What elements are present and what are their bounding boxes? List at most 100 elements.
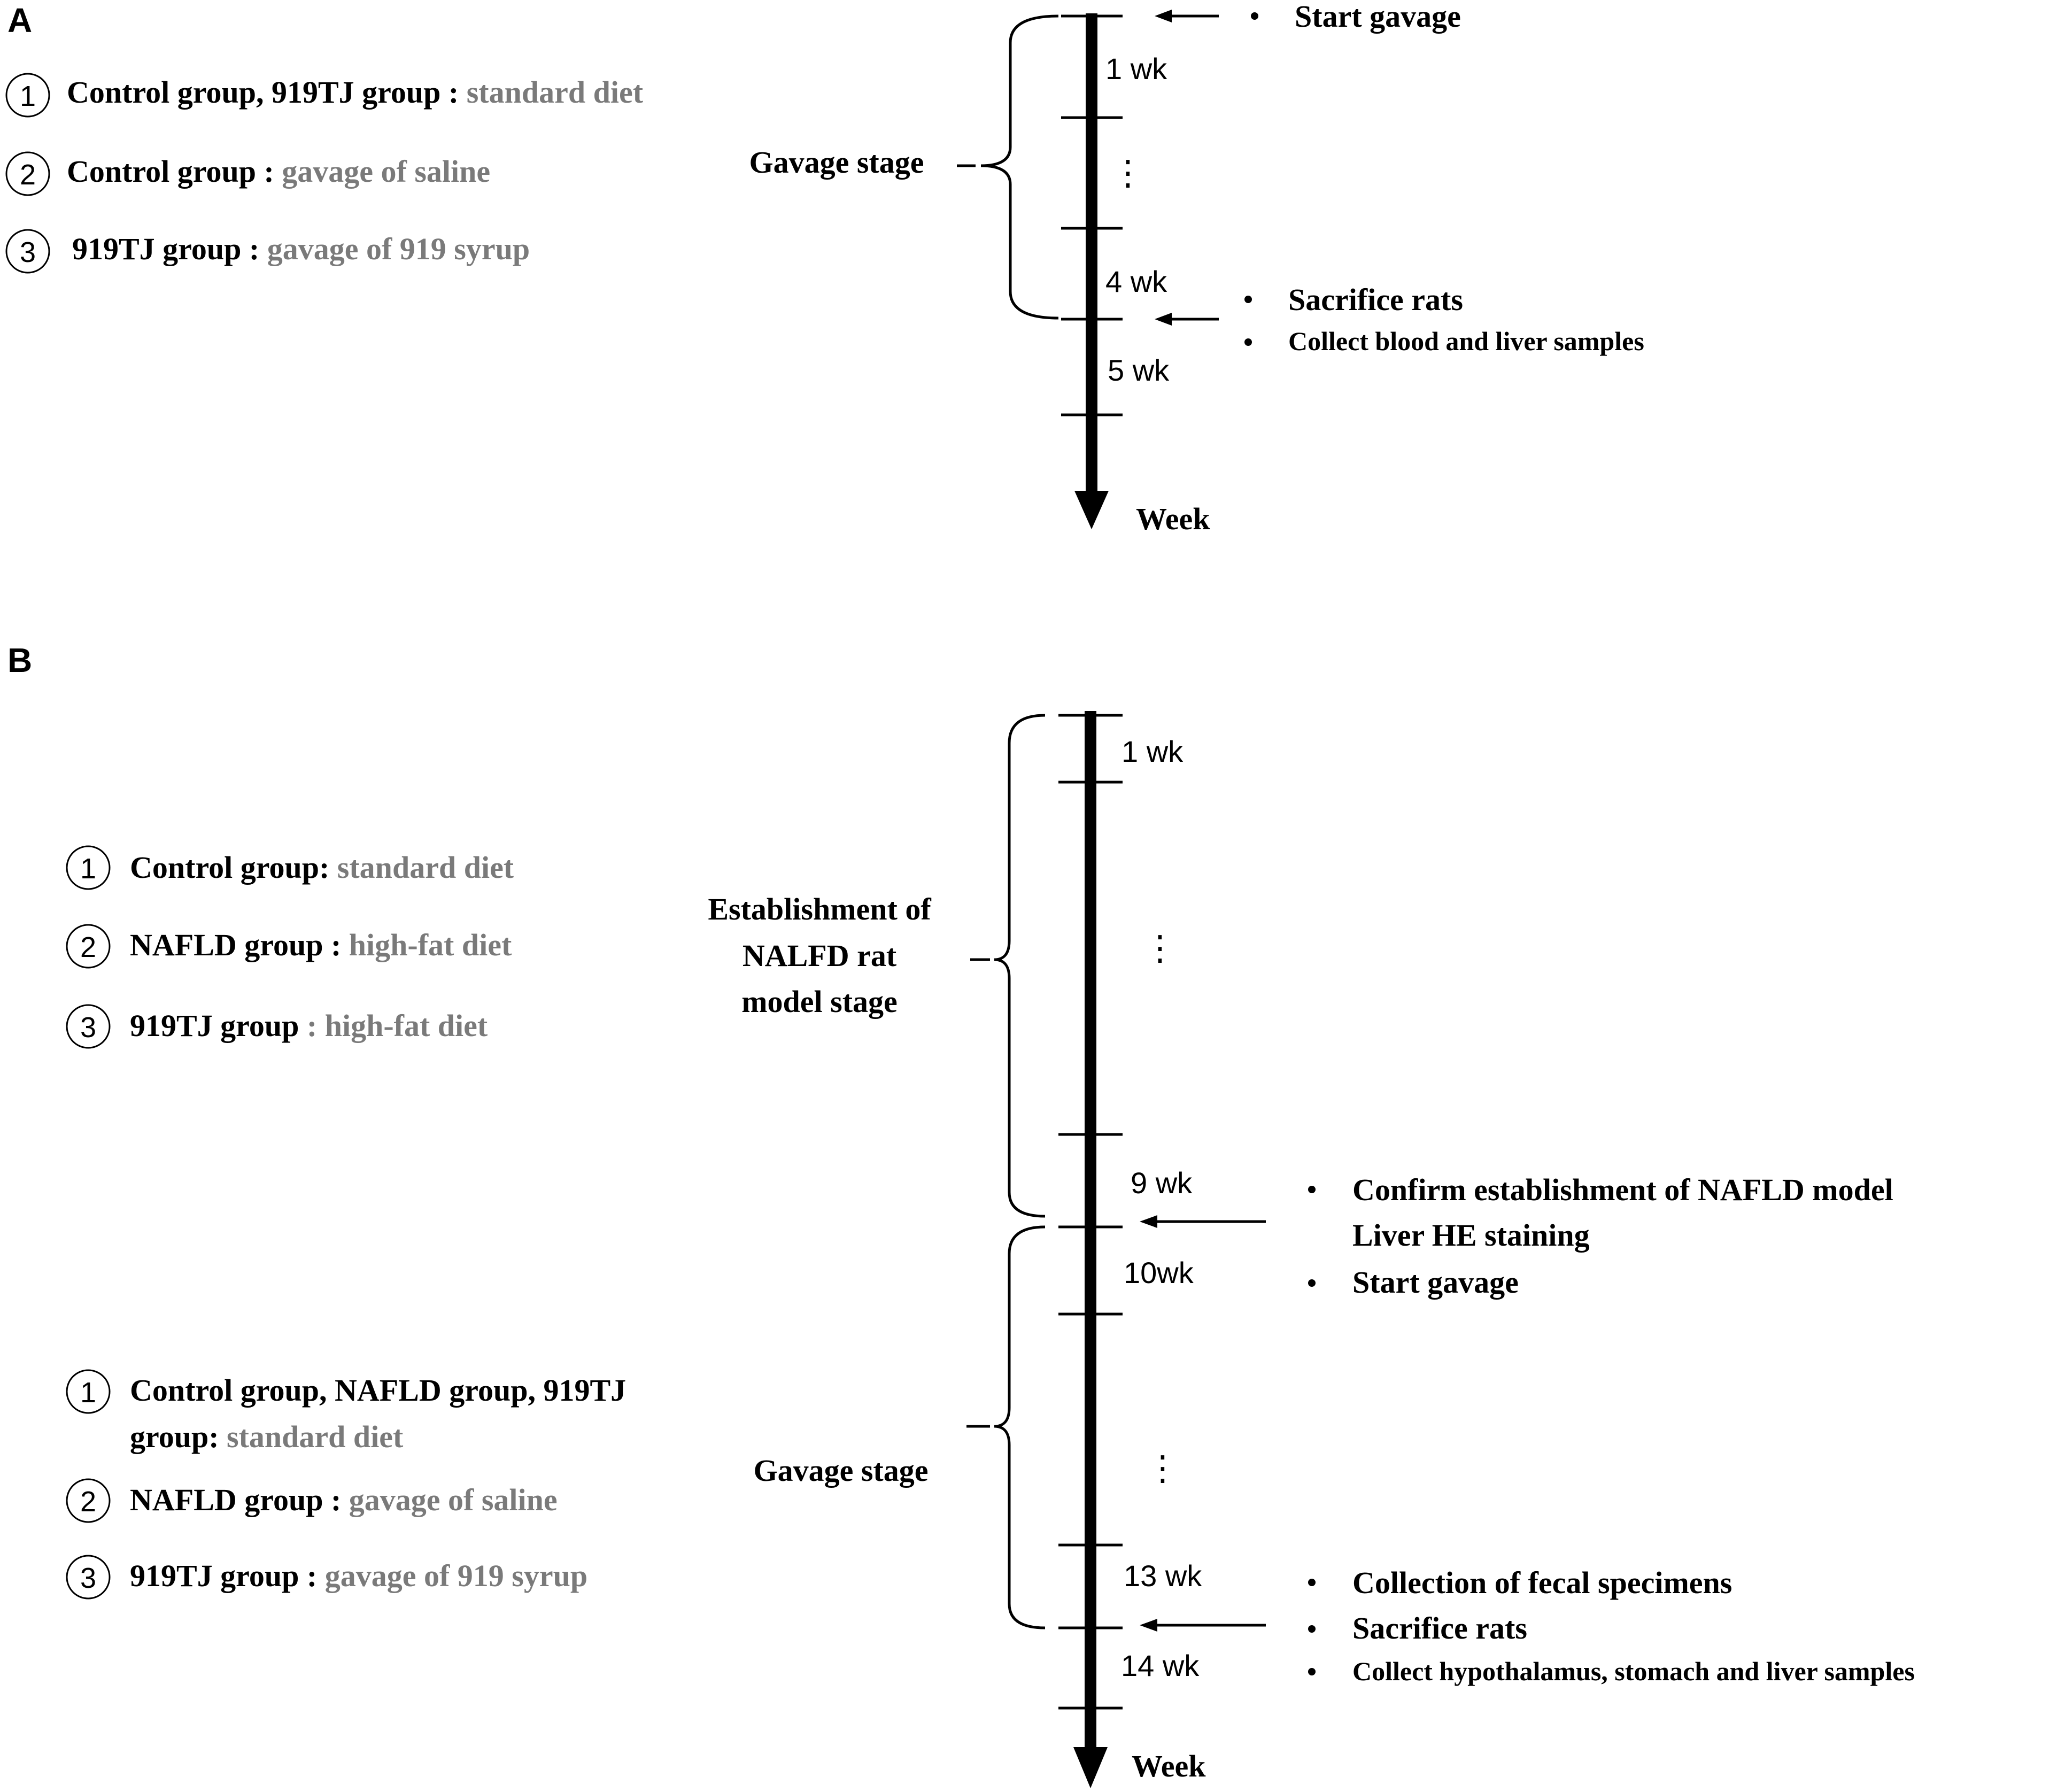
week-label: 9 wk: [1131, 1166, 1193, 1200]
bullet-icon: [1244, 296, 1252, 303]
group-treatment: gavage of 919 syrup: [267, 231, 530, 266]
group-number: 1: [20, 80, 36, 112]
stage2-group-3: 3 919TJ group : gavage of 919 syrup: [66, 1555, 587, 1600]
week-label: 1 wk: [1122, 735, 1184, 768]
annotation: Collect hypothalamus, stomach and liver …: [1352, 1656, 1915, 1686]
group-text: NAFLD group : gavage of saline: [130, 1482, 558, 1517]
bullet-icon: [1308, 1579, 1316, 1586]
stage-label-line: Establishment of: [708, 892, 931, 926]
group-treatment: : high-fat diet: [307, 1008, 488, 1043]
establishment-stage-label: Establishment of NALFD rat model stage: [708, 892, 931, 1019]
group-name: Control group, 919TJ group :: [67, 75, 467, 110]
curly-brace: [980, 14, 1059, 320]
panel-a-group-2: 2 Control group : gavage of saline: [5, 151, 490, 196]
group-name: Control group, NAFLD group, 919TJ: [130, 1373, 626, 1408]
left-arrow-icon: [1140, 1619, 1157, 1632]
number-circle-icon: [66, 1555, 111, 1600]
annotation: Start gavage: [1352, 1265, 1519, 1300]
ellipsis: ⋮: [1111, 153, 1145, 192]
number-circle-icon: [5, 73, 50, 118]
week-label: 5 wk: [1108, 353, 1170, 387]
annotation: Liver HE staining: [1352, 1218, 1590, 1253]
group-treatment: gavage of 919 syrup: [325, 1558, 587, 1593]
panel-b: B 1 Control group: standard diet 2 NAFLD…: [7, 641, 1915, 1788]
number-circle-icon: [66, 1478, 111, 1523]
number-circle-icon: [5, 229, 50, 274]
group-name: 919TJ group :: [130, 1558, 325, 1593]
group-number: 1: [80, 1377, 96, 1409]
left-arrow-icon: [1140, 1215, 1157, 1228]
number-circle-icon: [66, 1004, 111, 1049]
group-text: 919TJ group : gavage of 919 syrup: [72, 231, 530, 266]
group-name: 919TJ group: [130, 1008, 307, 1043]
group-text: Control group : gavage of saline: [67, 154, 490, 189]
annotation: Collection of fecal specimens: [1352, 1565, 1732, 1600]
stage1-group-1: 1 Control group: standard diet: [66, 845, 514, 890]
panel-b-annotations: Confirm establishment of NAFLD model Liv…: [1308, 1172, 1915, 1686]
bullet-icon: [1244, 338, 1252, 346]
panel-b-stage1-group-list: 1 Control group: standard diet 2 NAFLD g…: [66, 845, 514, 1049]
gavage-stage-label: Gavage stage: [754, 1453, 929, 1488]
left-arrow-icon: [1155, 313, 1172, 326]
group-number: 2: [80, 1486, 96, 1518]
annotation: Sacrifice rats: [1352, 1611, 1527, 1646]
down-arrow-icon: [1074, 491, 1109, 529]
number-circle-icon: [66, 924, 111, 969]
panel-a-label: A: [7, 1, 32, 40]
number-circle-icon: [66, 1369, 111, 1414]
week-label: 4 wk: [1105, 265, 1167, 298]
stage1-group-2: 2 NAFLD group : high-fat diet: [66, 924, 512, 969]
week-label: 10wk: [1124, 1256, 1194, 1289]
group-number: 2: [80, 931, 96, 963]
week-axis-label: Week: [1132, 1749, 1206, 1783]
group-number: 3: [80, 1011, 96, 1044]
arrow-start-gavage: [1155, 10, 1219, 22]
group-name: NAFLD group :: [130, 1482, 349, 1517]
number-circle-icon: [66, 845, 111, 890]
bullet-icon: [1308, 1625, 1316, 1633]
bullet-icon: [1308, 1279, 1316, 1287]
ellipsis: ⋮: [1143, 929, 1177, 967]
group-text: 919TJ group : gavage of 919 syrup: [130, 1558, 587, 1593]
panel-a-group-1: 1 Control group, 919TJ group : standard …: [5, 73, 644, 118]
week-label: 13 wk: [1124, 1559, 1202, 1593]
arrow-sacrifice: [1155, 313, 1219, 326]
annotation: Confirm establishment of NAFLD model: [1352, 1172, 1893, 1207]
panel-b-stage2-group-list: 1 Control group, NAFLD group, 919TJ grou…: [66, 1369, 626, 1600]
left-arrow-icon: [1155, 10, 1172, 22]
curly-brace: [994, 714, 1046, 1218]
group-treatment: gavage of saline: [349, 1482, 558, 1517]
annotation: Collect blood and liver samples: [1288, 326, 1644, 356]
curly-brace: [994, 1225, 1046, 1629]
gavage-stage-label: Gavage stage: [749, 145, 924, 180]
panel-b-label: B: [7, 641, 32, 679]
annotation: Sacrifice rats: [1288, 282, 1463, 317]
group-text: 919TJ group : high-fat diet: [130, 1008, 488, 1043]
week-ticks: [1061, 14, 1123, 416]
stage2-group-1: 1 Control group, NAFLD group, 919TJ grou…: [66, 1369, 626, 1454]
ellipsis: ⋮: [1146, 1449, 1180, 1487]
group-treatment: standard diet: [227, 1419, 404, 1454]
group-name: group:: [130, 1419, 227, 1454]
stage-label-line: NALFD rat: [743, 938, 897, 973]
bullet-icon: [1308, 1186, 1316, 1193]
group-text: Control group: standard diet: [130, 850, 514, 885]
arrow-sacrifice: [1140, 1619, 1266, 1632]
number-circle-icon: [5, 151, 50, 196]
panel-a: A 1 Control group, 919TJ group : standar…: [5, 0, 1644, 536]
panel-a-annotations: Start gavage Sacrifice rats Collect bloo…: [1244, 0, 1644, 356]
week-label: 1 wk: [1105, 52, 1167, 86]
stage-label-line: model stage: [741, 984, 898, 1019]
group-number: 3: [20, 236, 36, 268]
group-treatment: gavage of saline: [282, 154, 490, 189]
bullet-icon: [1251, 12, 1258, 20]
group-number: 3: [80, 1562, 96, 1594]
bullet-icon: [1308, 1668, 1316, 1675]
group-text: Control group, 919TJ group : standard di…: [67, 75, 644, 110]
group-name: NAFLD group :: [130, 928, 349, 962]
panel-a-group-list: 1 Control group, 919TJ group : standard …: [5, 73, 644, 274]
group-treatment: high-fat diet: [349, 928, 512, 962]
week-label: 14 wk: [1121, 1649, 1200, 1682]
group-text: group: standard diet: [130, 1419, 404, 1454]
